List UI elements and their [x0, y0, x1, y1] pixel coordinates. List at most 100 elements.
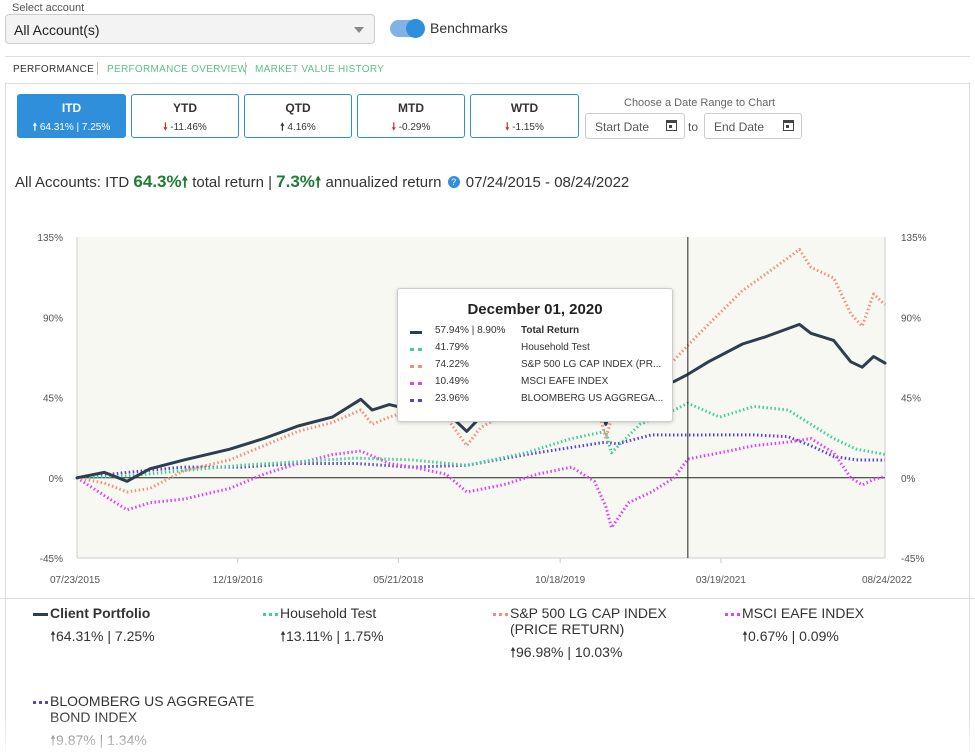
period-name: MTD	[398, 101, 424, 115]
solid-line-swatch-icon	[410, 331, 422, 334]
y-tick-label-right: 90%	[901, 313, 921, 324]
period-value: 🠗 -0.29%	[358, 120, 464, 137]
y-tick-label-left: 0%	[49, 474, 64, 485]
period-value-text: 64.31% | 7.25%	[39, 122, 111, 133]
date-range-to: to	[688, 120, 699, 134]
legend-item-client-portfolio[interactable]: Client Portfolio 🠕64.31% | 7.25%	[33, 605, 233, 645]
select-account-label: Select account	[12, 2, 85, 14]
y-tick-label-right: -45%	[901, 554, 924, 565]
legend-item-sp500[interactable]: S&P 500 LG CAP INDEX (PRICE RETURN) 🠕96.…	[493, 605, 718, 661]
period-button-mtd[interactable]: MTD 🠗 -0.29%	[357, 94, 465, 138]
x-tick-label: 03/19/2021	[696, 575, 746, 586]
legend-value: 🠕96.98% | 10.03%	[510, 642, 622, 666]
period-name: ITD	[61, 101, 82, 115]
period-value-text: -0.29%	[398, 122, 431, 133]
period-name: QTD	[285, 101, 311, 115]
tooltip-value: 41.79%	[435, 342, 469, 353]
tooltip-title: December 01, 2020	[467, 301, 603, 318]
dotted-line-swatch-icon	[725, 613, 740, 616]
period-button-wtd[interactable]: WTD 🠗 -1.15%	[470, 94, 579, 138]
period-value-text: -1.15%	[512, 122, 544, 133]
tab-performance[interactable]: PERFORMANCE	[13, 64, 95, 75]
arrow-down-icon: 🠗	[163, 122, 168, 133]
legend-item-msci-eafe[interactable]: MSCI EAFE INDEX 🠕0.67% | 0.09%	[725, 605, 925, 645]
legend-value-text: 0.67% | 0.09%	[748, 628, 839, 644]
tooltip-value: 57.94% | 8.90%	[435, 325, 506, 336]
x-tick-label: 12/19/2016	[213, 575, 263, 586]
start-date-input[interactable]: Start Date	[585, 113, 685, 139]
calendar-icon[interactable]	[666, 120, 677, 131]
legend-value-text: 96.98% | 10.03%	[516, 644, 623, 660]
legend-name: MSCI EAFE INDEX	[742, 605, 865, 621]
start-date-placeholder: Start Date	[595, 120, 650, 134]
chart-tooltip: December 01, 2020 57.94% | 8.90% Total R…	[397, 288, 673, 422]
arrow-up-icon: 🠕	[32, 122, 38, 133]
account-select-value: All Account(s)	[14, 22, 100, 38]
arrow-up-icon: 🠕	[50, 628, 57, 644]
tab-divider	[97, 62, 98, 75]
legend-value-text: 13.11% | 1.75%	[286, 628, 384, 644]
legend-name: BLOOMBERG US AGGREGATE BOND INDEX	[50, 693, 255, 725]
chevron-down-icon	[354, 27, 364, 33]
end-date-placeholder: End Date	[714, 120, 765, 134]
period-value: 🠕 64.31% | 7.25%	[18, 120, 125, 137]
y-tick-label-left: 135%	[37, 233, 63, 244]
period-name: WTD	[510, 101, 539, 115]
tooltip-value: 23.96%	[435, 393, 469, 404]
tab-bar: PERFORMANCE PERFORMANCE OVERVIEW MARKET …	[5, 56, 970, 84]
summary-date-span: 07/24/2015 - 08/24/2022	[465, 174, 630, 191]
legend-value: 🠕9.87% | 1.34%	[50, 730, 147, 754]
legend-item-household-test[interactable]: Household Test 🠕13.11% | 1.75%	[263, 605, 463, 645]
help-icon[interactable]: ?	[447, 176, 460, 188]
summary-annualized-label: annualized return	[325, 174, 442, 191]
arrow-up-icon: 🠕	[181, 174, 189, 191]
dotted-line-swatch-icon	[263, 613, 278, 616]
dotted-line-swatch-icon	[493, 613, 508, 616]
arrow-up-icon: 🠕	[314, 174, 322, 191]
legend-item-bloomberg-agg[interactable]: BLOOMBERG US AGGREGATE BOND INDEX 🠕9.87%…	[33, 693, 263, 749]
tab-divider	[245, 62, 246, 75]
x-tick-label: 07/23/2015	[50, 575, 100, 586]
legend-value-text: 9.87% | 1.34%	[56, 732, 147, 748]
calendar-icon[interactable]	[783, 120, 794, 131]
period-button-qtd[interactable]: QTD 🠕 4.16%	[244, 94, 352, 138]
period-button-itd[interactable]: ITD 🠕 64.31% | 7.25%	[17, 94, 126, 138]
end-date-input[interactable]: End Date	[704, 113, 802, 139]
tooltip-series-name: BLOOMBERG US AGGREGA...	[521, 393, 664, 404]
dotted-line-swatch-icon	[410, 382, 422, 385]
y-tick-label-left: 90%	[43, 313, 63, 324]
dotted-line-swatch-icon	[410, 399, 422, 402]
y-tick-label-left: 45%	[43, 394, 63, 405]
period-value: 🠕 4.16%	[245, 120, 351, 137]
y-tick-label-right: 135%	[901, 233, 927, 244]
tooltip-value: 10.49%	[435, 376, 469, 387]
tooltip-series-name: Household Test	[521, 342, 590, 353]
tab-performance-overview[interactable]: PERFORMANCE OVERVIEW	[107, 64, 248, 75]
arrow-up-icon: 🠕	[742, 628, 749, 644]
y-tick-label-left: -45%	[40, 554, 63, 565]
tooltip-series-name: Total Return	[521, 325, 580, 336]
arrow-up-icon: 🠕	[280, 628, 287, 644]
period-button-ytd[interactable]: YTD 🠗 -11.46%	[131, 94, 239, 138]
date-range-title: Choose a Date Range to Chart	[624, 97, 776, 109]
legend-divider	[0, 598, 975, 599]
dotted-line-swatch-icon	[410, 348, 422, 351]
benchmarks-label: Benchmarks	[430, 20, 508, 36]
benchmarks-toggle[interactable]	[390, 19, 425, 38]
y-tick-label-right: 0%	[901, 474, 916, 485]
arrow-down-icon: 🠗	[505, 122, 510, 133]
x-tick-label: 10/18/2019	[535, 575, 585, 586]
series-line-msci-eafe-index[interactable]	[76, 437, 886, 530]
tab-market-value-history[interactable]: MARKET VALUE HISTORY	[255, 64, 385, 75]
solid-line-swatch-icon	[33, 613, 48, 616]
account-select[interactable]: All Account(s)	[5, 14, 375, 44]
legend-name: Client Portfolio	[50, 605, 151, 621]
series-line-s-p-500-lg-cap-index-price-return[interactable]	[76, 248, 887, 494]
legend-value: 🠕0.67% | 0.09%	[742, 626, 839, 650]
summary-total-return: 64.3%	[133, 172, 182, 191]
tooltip-value: 74.22%	[435, 359, 469, 370]
panel-border	[969, 82, 970, 753]
toggle-knob	[406, 19, 425, 38]
period-value-text: -11.46%	[170, 122, 207, 133]
series-line-household-test[interactable]	[76, 401, 886, 480]
